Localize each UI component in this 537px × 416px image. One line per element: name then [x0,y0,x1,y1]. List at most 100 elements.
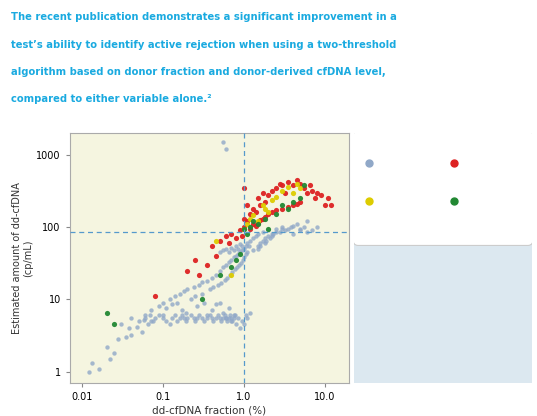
Point [219,264,227,270]
Point [209,318,218,324]
Point [222,315,230,322]
Point [267,196,276,203]
Point [278,202,287,209]
Point [260,235,269,242]
Point [272,184,280,191]
Point [235,262,244,268]
Point [267,187,276,194]
Point [232,243,241,249]
Point [238,247,246,253]
Point [278,182,287,188]
Point [296,199,304,206]
Point [207,274,216,281]
Point [264,233,273,240]
Point [117,321,125,328]
Point [168,301,177,308]
Point [141,312,149,319]
Point [203,312,212,319]
Point [186,312,195,319]
Text: test’s ability to identify active rejection when using a two-threshold: test’s ability to identify active reject… [11,40,396,50]
Point [177,307,186,314]
Point [222,146,230,153]
Point [267,209,276,215]
Point [222,315,230,322]
Point [276,180,285,187]
Point [198,278,206,285]
Point [233,264,241,270]
Point [214,312,222,319]
Point [293,180,301,187]
Point [182,318,190,324]
Point [288,222,297,229]
Point [236,251,244,258]
Point [165,321,174,328]
Point [240,225,248,232]
Point [134,318,143,324]
Point [249,247,257,253]
Point [234,315,243,322]
Point [293,221,301,228]
Point [159,315,168,322]
Point [87,360,96,366]
Point [207,243,216,249]
Point [186,296,195,302]
Point [219,310,227,316]
Point [241,251,250,258]
Point [262,237,271,244]
Point [264,225,273,232]
Point [207,307,216,314]
Point [243,231,251,238]
Point [278,187,287,194]
Point [203,262,212,268]
Text: rejection compared to a 1%: rejection compared to a 1% [365,335,497,344]
Point [103,310,111,316]
Point [256,240,265,246]
Point [276,229,285,235]
Point [219,247,227,253]
Point [267,231,276,238]
Point [227,271,236,278]
Point [236,325,244,332]
Point [284,206,292,212]
Point [155,312,164,319]
Point [254,219,263,226]
Point [228,268,237,275]
Point [300,182,308,188]
Point [219,315,227,322]
Point [236,249,244,255]
Text: Mixed: Mixed [386,196,413,205]
Point [223,274,231,281]
Point [302,218,311,225]
Point [212,237,220,244]
Point [238,243,246,249]
Point [217,318,226,324]
Point [258,215,267,222]
Point [144,321,153,328]
Text: The recent publication demonstrates a significant improvement in a: The recent publication demonstrates a si… [11,12,397,22]
Point [306,182,314,188]
Point [227,318,236,324]
Point [296,227,304,234]
Point [232,321,241,328]
Point [251,233,260,240]
Point [269,231,278,238]
Point [232,253,241,259]
Point [264,211,273,218]
Point [165,296,174,302]
Point [151,315,159,322]
Point [209,283,218,290]
Point [227,244,236,251]
Point [284,183,292,190]
Point [95,365,103,372]
Point [243,202,251,209]
Point [222,245,230,252]
Point [240,254,248,261]
Point [313,189,321,196]
Point [198,296,206,302]
Point [246,215,255,222]
Point [313,224,321,230]
Point [243,249,251,255]
Point [243,218,251,225]
Point [310,195,319,202]
Point [226,271,235,278]
